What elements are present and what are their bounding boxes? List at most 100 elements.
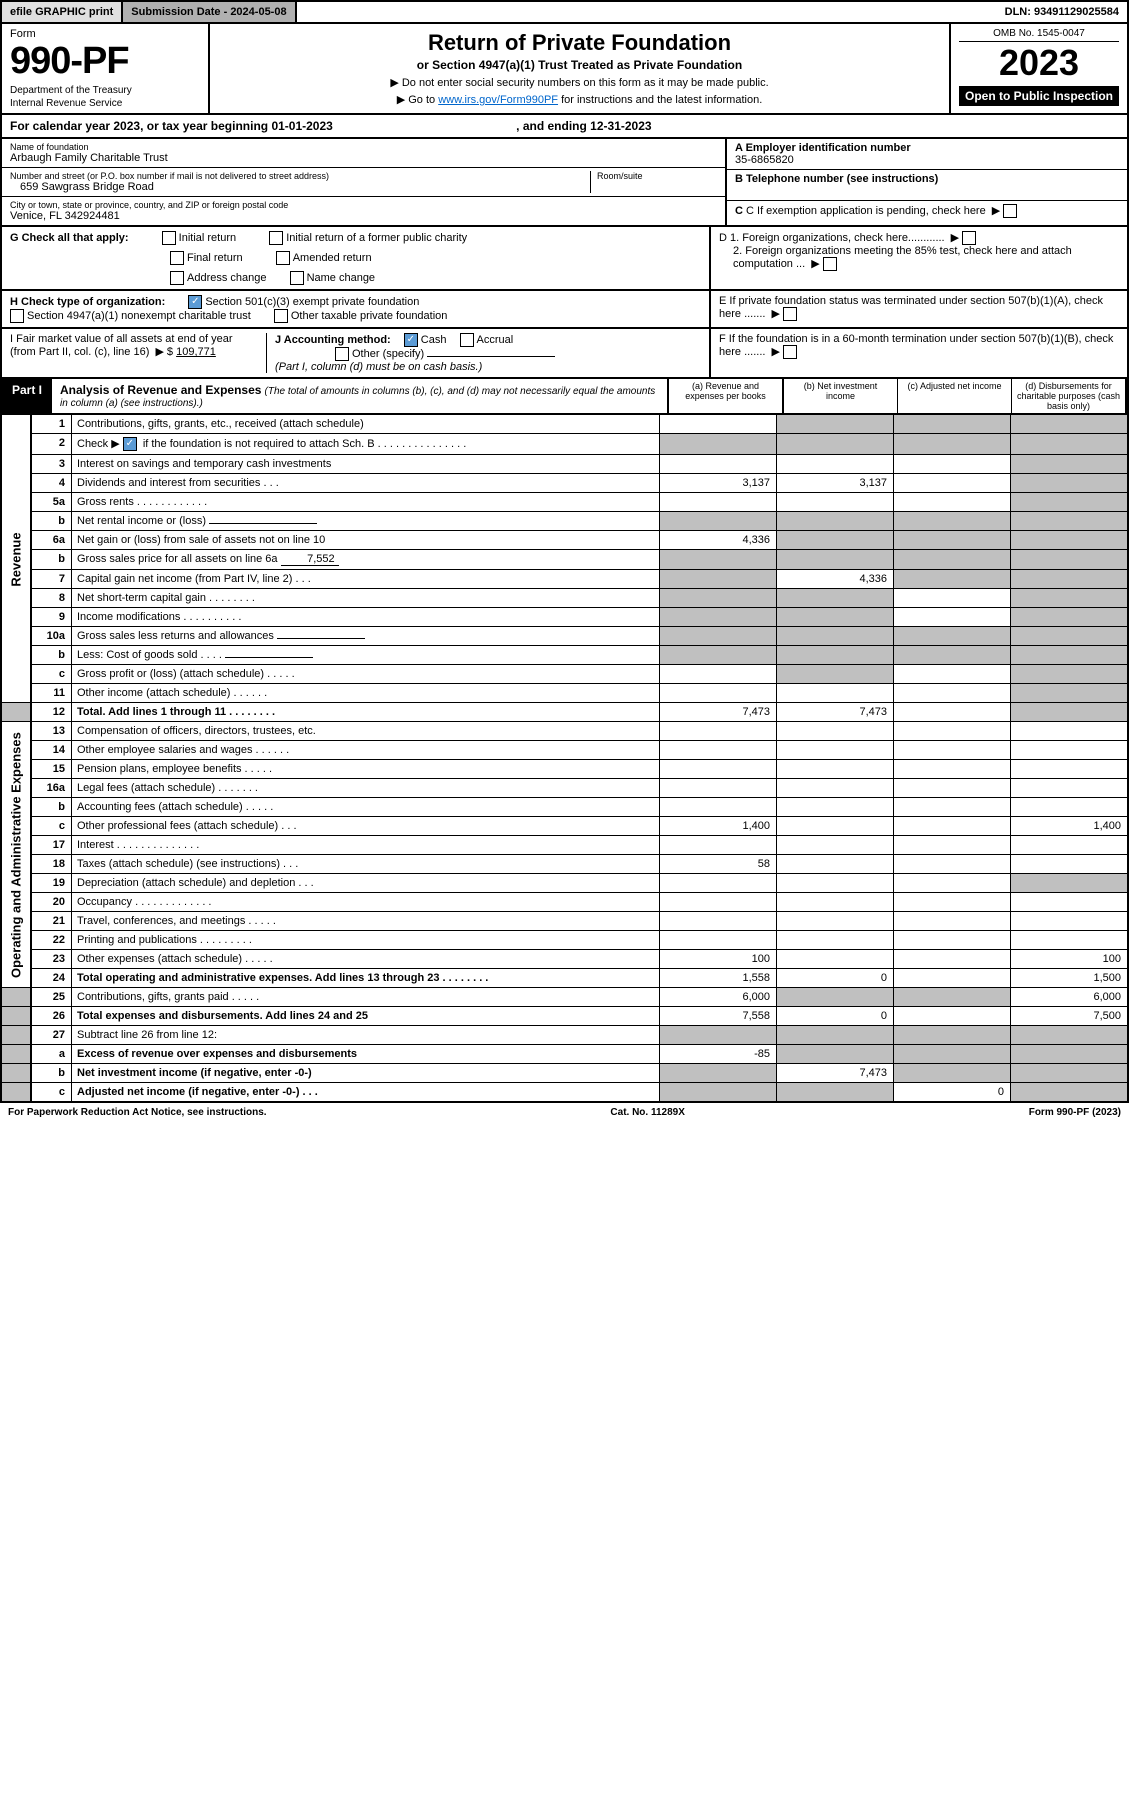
initial-return-chk[interactable]	[162, 231, 176, 245]
tel-cell: B Telephone number (see instructions)	[727, 170, 1127, 201]
r27b: Net investment income (if negative, ente…	[72, 1064, 660, 1083]
tel-label: B Telephone number (see instructions)	[735, 173, 1119, 185]
r6b-val: 7,552	[281, 553, 339, 566]
cal-begin: For calendar year 2023, or tax year begi…	[10, 119, 333, 133]
ein-label: A Employer identification number	[735, 142, 1119, 154]
open-inspection: Open to Public Inspection	[959, 86, 1119, 106]
r23: Other expenses (attach schedule) . . . .…	[72, 950, 660, 969]
ein: 35-6865820	[735, 154, 1119, 166]
form-header: Form 990-PF Department of the Treasury I…	[0, 24, 1129, 115]
r10a: Gross sales less returns and allowances	[72, 627, 660, 646]
foundation-info: Name of foundation Arbaugh Family Charit…	[0, 139, 1129, 227]
form-label: Form	[10, 28, 200, 40]
cal-end: , and ending 12-31-2023	[516, 119, 651, 133]
schb-chk[interactable]	[123, 437, 137, 451]
amended: Amended return	[293, 252, 372, 264]
exempt-cell: C C If exemption application is pending,…	[727, 201, 1127, 221]
final-return: Final return	[187, 252, 243, 264]
address-cell: Number and street (or P.O. box number if…	[2, 168, 725, 197]
r17: Interest . . . . . . . . . . . . . .	[72, 836, 660, 855]
initial-pub: Initial return of a former public charit…	[286, 232, 467, 244]
irs-label: Internal Revenue Service	[10, 98, 200, 109]
s4947-chk[interactable]	[10, 309, 24, 323]
col-c: (c) Adjusted net income	[898, 379, 1012, 413]
r26: Total expenses and disbursements. Add li…	[72, 1007, 660, 1026]
city-label: City or town, state or province, country…	[10, 200, 717, 210]
check-row-ij: I Fair market value of all assets at end…	[0, 329, 1129, 379]
form-number: 990-PF	[10, 40, 200, 83]
initial-return: Initial return	[179, 232, 236, 244]
part1-label: Part I	[2, 379, 52, 413]
footer-right: Form 990-PF (2023)	[1029, 1107, 1121, 1118]
col-d: (d) Disbursements for charitable purpose…	[1012, 379, 1127, 413]
r5a: Gross rents . . . . . . . . . . . .	[72, 493, 660, 512]
submission-date: Submission Date - 2024-05-08	[123, 2, 296, 22]
cash: Cash	[421, 334, 447, 346]
addr-chg-chk[interactable]	[170, 271, 184, 285]
s4947: Section 4947(a)(1) nonexempt charitable …	[27, 310, 251, 322]
r27a: Excess of revenue over expenses and disb…	[72, 1045, 660, 1064]
f-check: F If the foundation is in a 60-month ter…	[711, 329, 1127, 377]
note-link: ▶ Go to www.irs.gov/Form990PF for instru…	[218, 93, 941, 106]
r27: Subtract line 26 from line 12:	[72, 1026, 660, 1045]
form-subtitle: or Section 4947(a)(1) Trust Treated as P…	[218, 58, 941, 72]
j-label: J Accounting method:	[275, 334, 391, 346]
city-cell: City or town, state or province, country…	[2, 197, 725, 225]
initial-pub-chk[interactable]	[269, 231, 283, 245]
instructions-link[interactable]: www.irs.gov/Form990PF	[438, 94, 558, 106]
note-ssn: ▶ Do not enter social security numbers o…	[218, 76, 941, 89]
city: Venice, FL 342924481	[10, 210, 717, 222]
header-right: OMB No. 1545-0047 2023 Open to Public In…	[951, 24, 1127, 113]
s501-chk[interactable]	[188, 295, 202, 309]
accrual-chk[interactable]	[460, 333, 474, 347]
other-tax: Other taxable private foundation	[291, 310, 448, 322]
r11: Other income (attach schedule) . . . . .…	[72, 684, 660, 703]
e-check: E If private foundation status was termi…	[711, 291, 1127, 327]
r10c: Gross profit or (loss) (attach schedule)…	[72, 665, 660, 684]
f-chk[interactable]	[783, 345, 797, 359]
top-bar: efile GRAPHIC print Submission Date - 20…	[0, 0, 1129, 24]
r16a: Legal fees (attach schedule) . . . . . .…	[72, 779, 660, 798]
i-cell: I Fair market value of all assets at end…	[10, 333, 267, 373]
tax-year: 2023	[959, 42, 1119, 84]
room-label: Room/suite	[597, 171, 717, 181]
r27c: Adjusted net income (if negative, enter …	[72, 1083, 660, 1103]
part1-title: Analysis of Revenue and Expenses	[60, 383, 261, 397]
dept-treasury: Department of the Treasury	[10, 85, 200, 96]
r24: Total operating and administrative expen…	[72, 969, 660, 988]
check-row-g: G Check all that apply: Initial return I…	[0, 227, 1129, 291]
omb-number: OMB No. 1545-0047	[959, 28, 1119, 42]
exempt-text: C If exemption application is pending, c…	[746, 205, 986, 217]
efile-button[interactable]: efile GRAPHIC print	[2, 2, 123, 22]
name-chg-chk[interactable]	[290, 271, 304, 285]
name-chg: Name change	[307, 272, 376, 284]
page-footer: For Paperwork Reduction Act Notice, see …	[0, 1103, 1129, 1122]
s501: Section 501(c)(3) exempt private foundat…	[205, 296, 419, 308]
r4: Dividends and interest from securities .…	[72, 474, 660, 493]
address: 659 Sawgrass Bridge Road	[10, 181, 590, 193]
other-acct-chk[interactable]	[335, 347, 349, 361]
ij-row: I Fair market value of all assets at end…	[2, 329, 711, 377]
footer-mid: Cat. No. 11289X	[610, 1107, 684, 1118]
d1-chk[interactable]	[962, 231, 976, 245]
r9: Income modifications . . . . . . . . . .	[72, 608, 660, 627]
r15: Pension plans, employee benefits . . . .…	[72, 760, 660, 779]
d2-chk[interactable]	[823, 257, 837, 271]
expenses-side: Operating and Administrative Expenses	[1, 722, 31, 988]
accrual: Accrual	[477, 334, 514, 346]
info-left: Name of foundation Arbaugh Family Charit…	[2, 139, 725, 225]
r6a: Net gain or (loss) from sale of assets n…	[72, 531, 660, 550]
cash-chk[interactable]	[404, 333, 418, 347]
main-table: Revenue 1Contributions, gifts, grants, e…	[0, 415, 1129, 1103]
foundation-name: Arbaugh Family Charitable Trust	[10, 152, 717, 164]
r18: Taxes (attach schedule) (see instruction…	[72, 855, 660, 874]
exempt-checkbox[interactable]	[1003, 204, 1017, 218]
footer-left: For Paperwork Reduction Act Notice, see …	[8, 1107, 267, 1118]
header-center: Return of Private Foundation or Section …	[210, 24, 951, 113]
part1-header: Part I Analysis of Revenue and Expenses …	[0, 379, 1129, 415]
e-chk[interactable]	[783, 307, 797, 321]
other-tax-chk[interactable]	[274, 309, 288, 323]
g-label: G Check all that apply:	[10, 232, 129, 244]
final-return-chk[interactable]	[170, 251, 184, 265]
amended-chk[interactable]	[276, 251, 290, 265]
